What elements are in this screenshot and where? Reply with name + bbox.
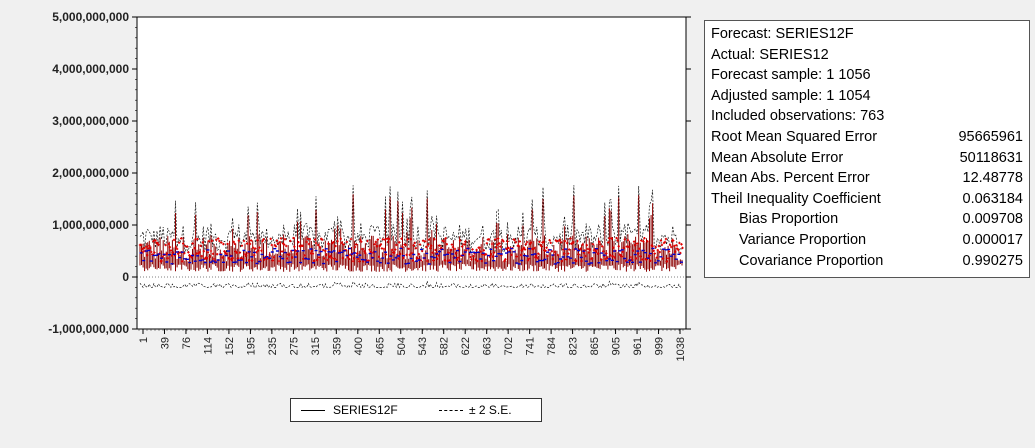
- stat-row: Mean Absolute Error 50118631: [711, 149, 1023, 168]
- stat-label: Bias Proportion: [739, 211, 839, 228]
- x-tick-label: 275: [288, 337, 300, 355]
- x-tick-label: 39: [159, 337, 171, 349]
- stat-label: Actual: SERIES12: [711, 46, 829, 63]
- stat-row: Forecast: SERIES12F: [711, 25, 1023, 44]
- x-tick-label: 114: [202, 337, 214, 355]
- y-tick-label: 5,000,000,000: [52, 10, 129, 24]
- x-tick-label: 1: [138, 337, 150, 343]
- stat-row: Theil Inequality Coefficient 0.063184: [711, 190, 1023, 209]
- x-tick-label: 622: [460, 337, 472, 355]
- stat-label: Forecast sample: 1 1056: [711, 67, 871, 84]
- stat-label: Mean Absolute Error: [711, 149, 844, 166]
- stat-value: 95665961: [958, 129, 1023, 145]
- x-tick-label: 582: [439, 337, 451, 355]
- stat-label: Root Mean Squared Error: [711, 129, 878, 145]
- x-tick-label: 961: [632, 337, 644, 355]
- stat-label: Forecast: SERIES12F: [711, 26, 854, 42]
- y-tick-label: 1,000,000,000: [52, 218, 129, 232]
- legend: SERIES12F ± 2 S.E.: [290, 398, 542, 422]
- stat-row: Forecast sample: 1 1056: [711, 66, 1023, 85]
- stat-value: 0.990275: [962, 252, 1023, 269]
- stat-row: Covariance Proportion 0.990275: [711, 252, 1023, 271]
- x-tick-label: 76: [181, 337, 193, 349]
- stat-label: Variance Proportion: [739, 232, 867, 248]
- plot-area: [136, 16, 687, 330]
- legend-dashed-line-icon: [439, 410, 463, 411]
- legend-solid-line-icon: [301, 410, 325, 411]
- stat-label: Adjusted sample: 1 1054: [711, 87, 871, 104]
- x-tick-label: 359: [331, 337, 343, 355]
- x-tick-label: 999: [654, 337, 666, 355]
- stat-label: Theil Inequality Coefficient: [711, 190, 881, 207]
- series-layer: [138, 185, 684, 289]
- y-tick-label: 4,000,000,000: [52, 62, 129, 76]
- stat-row: Included observations: 763: [711, 107, 1023, 126]
- x-tick-label: 195: [245, 337, 257, 355]
- stat-row: Root Mean Squared Error 95665961: [711, 128, 1023, 147]
- x-tick-label: 465: [374, 337, 386, 355]
- x-tick-label: 663: [482, 337, 494, 355]
- stat-row: Adjusted sample: 1 1054: [711, 87, 1023, 106]
- stat-row: Bias Proportion 0.009708: [711, 210, 1023, 229]
- se-lower-band: [139, 280, 683, 289]
- x-tick-label: 152: [224, 337, 236, 355]
- x-tick-label: 315: [310, 337, 322, 355]
- forecast-chart: 5,000,000,000 4,000,000,000 3,000,000,000 2…: [48, 10, 691, 361]
- x-tick-label: 702: [503, 337, 515, 355]
- stat-label: Mean Abs. Percent Error: [711, 170, 870, 187]
- x-tick-label: 1038: [675, 337, 687, 361]
- stat-value: 0.063184: [962, 190, 1023, 207]
- stat-value: 50118631: [959, 149, 1023, 166]
- stat-row: Mean Abs. Percent Error 12.48778: [711, 169, 1023, 188]
- stat-value: 12.48778: [962, 170, 1023, 187]
- y-tick-label: 2,000,000,000: [52, 166, 129, 180]
- y-tick-label: -1,000,000,000: [48, 322, 129, 336]
- stat-label: Covariance Proportion: [739, 252, 884, 269]
- x-tick-label: 235: [267, 337, 279, 355]
- se-upper-band: [139, 185, 683, 254]
- stat-row: Variance Proportion 0.000017: [711, 231, 1023, 250]
- x-tick-label: 543: [417, 337, 429, 355]
- x-tick-label: 784: [546, 337, 558, 355]
- stat-label: Included observations: 763: [711, 108, 885, 125]
- stat-value: 0.000017: [962, 232, 1023, 248]
- x-tick-label: 865: [589, 337, 601, 355]
- legend-label-2se: ± 2 S.E.: [469, 403, 512, 417]
- x-tick-label: 905: [611, 337, 623, 355]
- stat-value: 0.009708: [962, 211, 1023, 228]
- y-tick-label: 0: [122, 270, 129, 284]
- stat-row: Actual: SERIES12: [711, 46, 1023, 65]
- x-tick-label: 741: [525, 337, 537, 355]
- x-tick-label: 823: [568, 337, 580, 355]
- axis-layer: 5,000,000,000 4,000,000,000 3,000,000,000 2…: [48, 10, 691, 361]
- forecast-statistics-box: Forecast: SERIES12F Actual: SERIES12 Forec…: [704, 20, 1030, 278]
- x-tick-label: 504: [396, 337, 408, 355]
- y-tick-label: 3,000,000,000: [52, 114, 129, 128]
- x-tick-label: 400: [353, 337, 365, 355]
- legend-label-series12f: SERIES12F: [333, 403, 398, 417]
- mean-markers: [139, 247, 683, 265]
